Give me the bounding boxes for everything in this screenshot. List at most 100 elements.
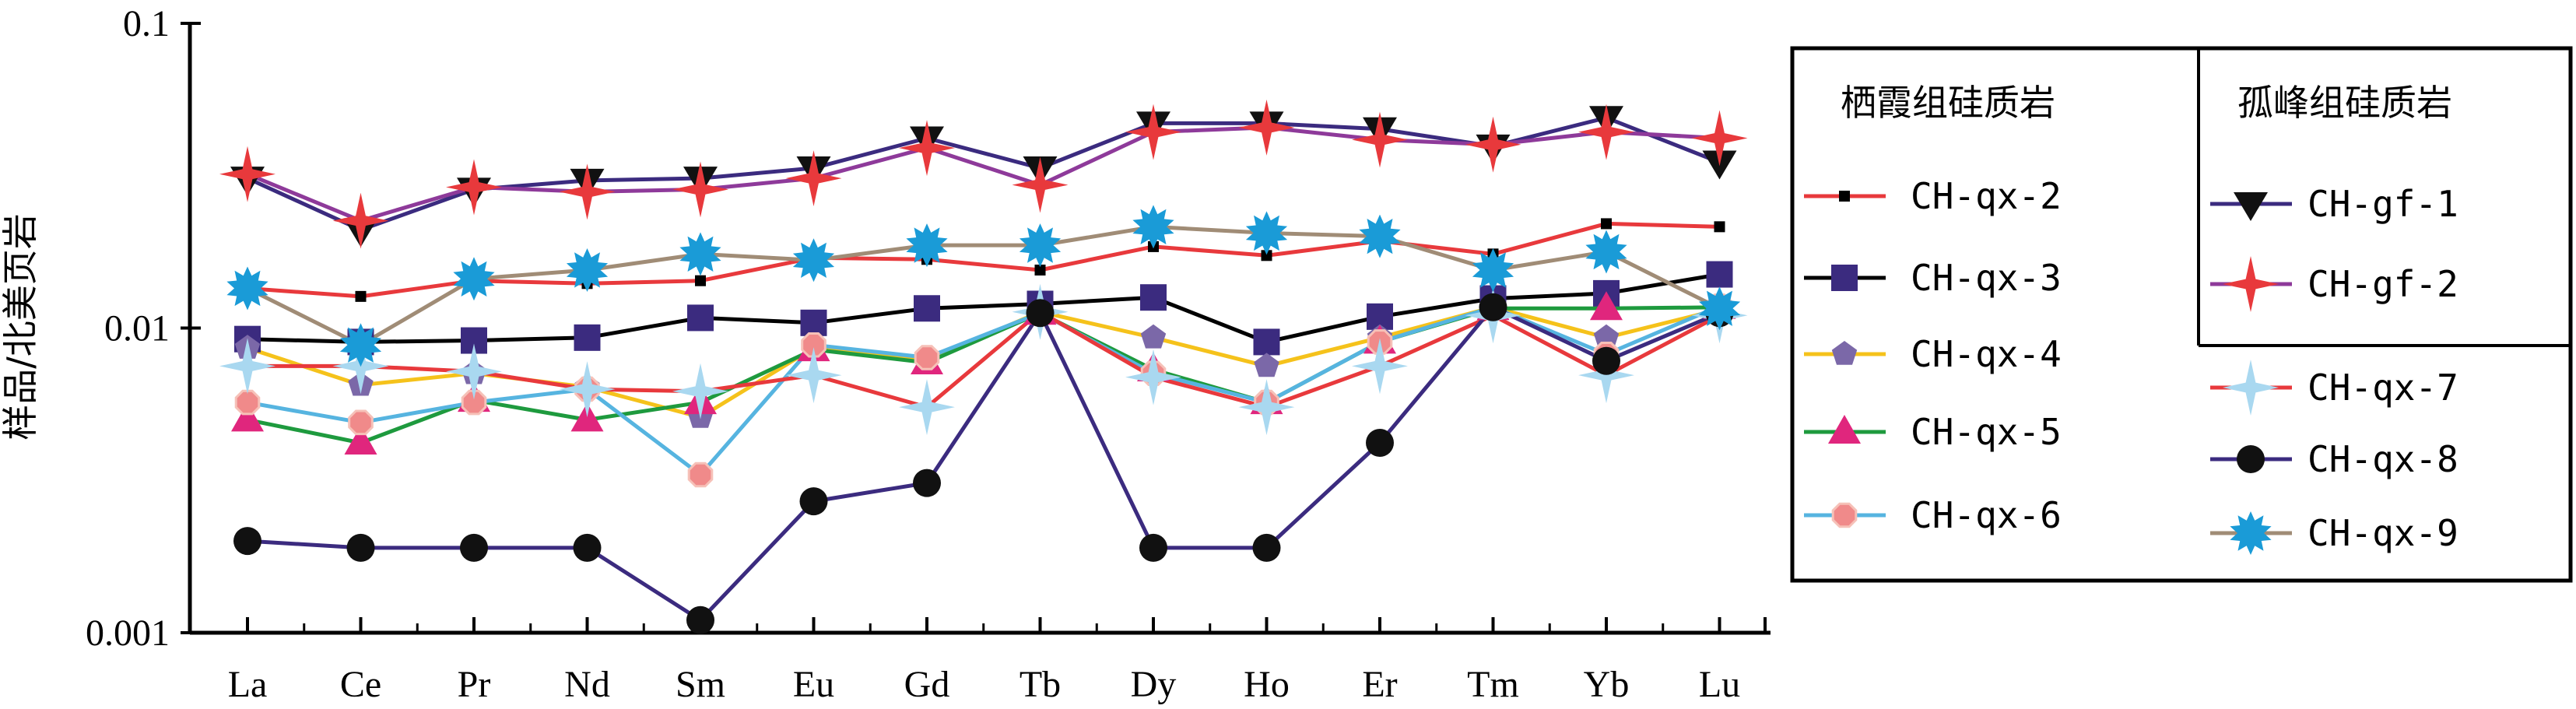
series-line [247,304,1721,477]
data-point [1352,338,1408,395]
data-point [1252,533,1281,562]
data-point [800,309,827,336]
data-point [899,120,955,177]
x-tick-label: Yb [1584,664,1630,705]
data-point [339,323,382,367]
legend: 栖霞组硅质岩 孤峰组硅质岩 CH-qx-2CH-qx-3CH-qx-4CH-qx… [1790,46,2573,583]
legend-label: CH-qx-5 [1911,411,2062,453]
data-point [672,161,728,218]
axes [188,23,1771,635]
data-point [348,409,374,436]
legend-item-CH-qx-2: CH-qx-2 [1804,175,2062,217]
data-point [219,338,275,395]
data-point [687,304,714,332]
x-tick-label: Lu [1699,664,1740,705]
x-tick-label: Tm [1467,664,1519,705]
data-point [1245,211,1288,255]
data-point [1366,428,1394,457]
data-point [1698,286,1741,331]
legend-swatch-marker [2230,511,2272,555]
legend-label: CH-qx-3 [1911,257,2062,299]
data-point [1019,223,1062,268]
y-tick-label: 0.1 [123,3,170,44]
data-point [574,324,601,351]
x-tick-label: Gd [904,664,950,705]
series-line-CH-qx-3 [247,272,1720,344]
data-point [1139,533,1167,562]
data-point [566,248,609,292]
data-point [1593,324,1620,349]
data-point [355,290,367,302]
series-line [247,310,1721,409]
data-point [233,527,261,556]
series-line-CH-gf-1 [246,115,1721,232]
data-point [559,163,616,220]
data-point [332,192,389,249]
data-point [1125,349,1181,405]
legend-item-CH-qx-5: CH-qx-5 [1804,411,2062,453]
legend-item-CH-gf-2: CH-gf-2 [2210,256,2458,312]
series-line [247,272,1720,344]
x-ticks: La Ce Pr Nd Sm Eu Gd Tb Dy Ho Er Tm Yb Lu [228,617,1767,705]
data-point [1026,299,1055,328]
data-point [899,379,955,436]
data-point [1479,293,1507,321]
legend-entries: CH-qx-2 CH-qx-3 CH-qx-4 CH-qx-5 CH-qx-6 CH-qx… [1804,175,2458,555]
data-point [686,605,714,634]
legend-swatch-marker [1831,265,1858,291]
legend-swatch-marker [1831,502,1858,528]
data-point [1254,353,1279,377]
legend-swatch-marker [2223,360,2279,416]
data-point [1352,111,1408,168]
data-point [573,533,602,562]
series-markers-CH-gf-1 [230,106,1737,247]
series-layer [219,99,1748,634]
legend-swatch-marker [2223,256,2279,312]
data-point [1012,156,1069,213]
x-tick-label: Ce [340,664,381,705]
data-point [695,275,706,286]
data-point [446,343,502,400]
x-tick-label: Pr [458,664,491,705]
data-point [1253,328,1280,356]
data-point [1125,104,1181,160]
legend-swatch-marker [1839,191,1850,202]
x-tick-label: Nd [564,664,610,705]
x-tick-label: Eu [793,664,834,705]
legend-swatch-marker [2234,192,2268,221]
data-point [914,295,940,322]
series-line [247,305,1721,623]
legend-label: CH-gf-2 [2308,263,2458,305]
data-point [1140,284,1167,311]
series-line [246,115,1721,232]
legend-swatch-marker [1828,415,1861,444]
data-point [672,363,728,419]
data-point [231,402,264,432]
data-point [453,257,495,301]
data-point [1465,116,1521,173]
legend-label: CH-qx-9 [2308,512,2458,554]
data-point [446,159,502,216]
legend-item-CH-gf-1: CH-gf-1 [2210,183,2458,225]
x-tick-label: Sm [676,664,725,705]
data-point [1592,346,1620,375]
y-tick-label: 0.01 [104,308,170,349]
legend-label: CH-qx-7 [2308,367,2458,409]
legend-item-CH-qx-3: CH-qx-3 [1804,257,2062,299]
data-point [559,361,616,418]
data-point [1034,264,1046,276]
data-point [1238,99,1295,156]
data-point [1585,230,1627,274]
x-tick-label: Tb [1020,664,1061,705]
data-point [1691,110,1748,167]
data-point [785,347,842,404]
data-point [914,345,940,370]
legend-label: CH-qx-2 [1911,175,2062,217]
data-point [1590,291,1623,321]
legend-label: CH-qx-4 [1911,333,2062,375]
data-point [785,150,842,207]
legend-item-CH-qx-8: CH-qx-8 [2210,438,2458,480]
legend-frame [1790,46,2573,583]
data-point [1714,221,1725,233]
legend-item-CH-qx-7: CH-qx-7 [2210,360,2458,416]
